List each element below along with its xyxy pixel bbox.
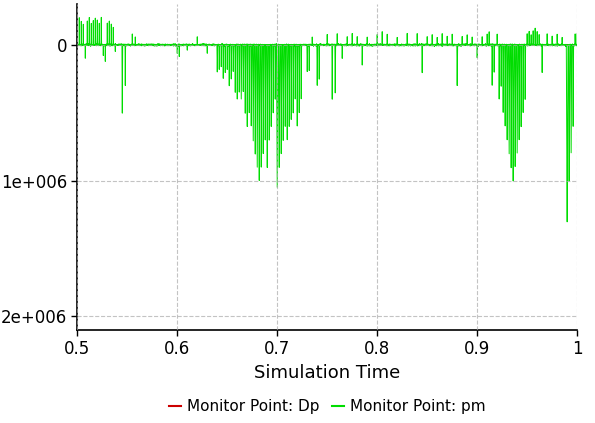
Monitor Point: pm: (0.99, -1.3e+06): pm: (0.99, -1.3e+06) bbox=[563, 219, 571, 224]
Monitor Point: Dp: (0.53, 432): Dp: (0.53, 432) bbox=[104, 42, 111, 47]
Monitor Point: Dp: (0.5, -1.02e+03): Dp: (0.5, -1.02e+03) bbox=[74, 43, 81, 48]
Monitor Point: pm: (0.5, 1.49e+03): pm: (0.5, 1.49e+03) bbox=[74, 42, 81, 47]
Monitor Point: Dp: (0.502, 180): Dp: (0.502, 180) bbox=[76, 42, 83, 47]
Monitor Point: pm: (0.974, 1.24e+03): pm: (0.974, 1.24e+03) bbox=[547, 42, 555, 47]
Monitor Point: Dp: (1, -2.43e+03): Dp: (1, -2.43e+03) bbox=[574, 43, 581, 48]
Monitor Point: Dp: (0.598, 26.7): Dp: (0.598, 26.7) bbox=[172, 42, 179, 47]
Monitor Point: Dp: (0.792, 6.72e+03): Dp: (0.792, 6.72e+03) bbox=[366, 41, 373, 47]
Legend: Monitor Point: Dp, Monitor Point: pm: Monitor Point: Dp, Monitor Point: pm bbox=[162, 393, 492, 420]
Line: Monitor Point: pm: Monitor Point: pm bbox=[77, 17, 577, 222]
Line: Monitor Point: Dp: Monitor Point: Dp bbox=[77, 44, 577, 46]
Monitor Point: Dp: (0.974, -1.54e+03): Dp: (0.974, -1.54e+03) bbox=[547, 43, 555, 48]
Monitor Point: Dp: (0.744, 1.95e+03): Dp: (0.744, 1.95e+03) bbox=[318, 42, 325, 47]
Monitor Point: pm: (0.598, 857): pm: (0.598, 857) bbox=[172, 42, 179, 47]
Monitor Point: pm: (0.744, 1.91e+03): pm: (0.744, 1.91e+03) bbox=[318, 42, 325, 47]
Monitor Point: pm: (0.521, 997): pm: (0.521, 997) bbox=[95, 42, 102, 47]
Monitor Point: pm: (0.502, -2.16e+03): pm: (0.502, -2.16e+03) bbox=[76, 43, 83, 48]
Monitor Point: Dp: (0.984, -5.78e+03): Dp: (0.984, -5.78e+03) bbox=[558, 43, 565, 48]
Monitor Point: pm: (0.53, 1.61e+05): pm: (0.53, 1.61e+05) bbox=[104, 21, 111, 26]
Monitor Point: Dp: (0.521, 5.37): Dp: (0.521, 5.37) bbox=[95, 42, 102, 47]
X-axis label: Simulation Time: Simulation Time bbox=[254, 364, 400, 382]
Monitor Point: pm: (1, 8.19e+04): pm: (1, 8.19e+04) bbox=[574, 31, 581, 36]
Monitor Point: pm: (0.524, 2.03e+05): pm: (0.524, 2.03e+05) bbox=[98, 15, 105, 20]
